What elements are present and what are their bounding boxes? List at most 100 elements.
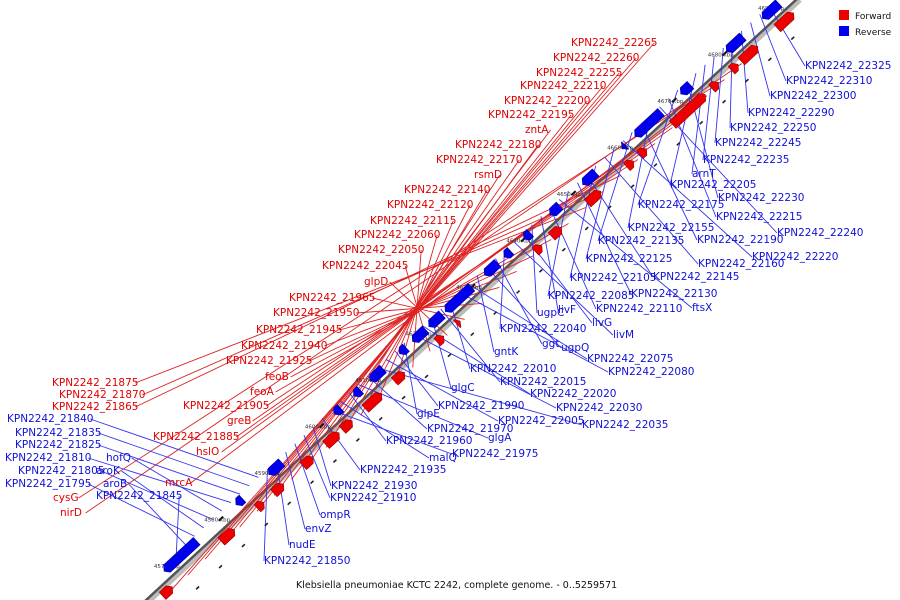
forward-gene-arrow xyxy=(322,431,340,449)
forward-gene-label: greB xyxy=(227,415,251,427)
reverse-gene-label: hofQ xyxy=(106,452,131,464)
reverse-gene-label: KPN2242_22300 xyxy=(770,90,856,102)
gene-features xyxy=(158,0,795,600)
scale-tick-label: 4600 kbp xyxy=(305,425,331,431)
reverse-gene-label: KPN2242_22310 xyxy=(786,75,872,87)
reverse-gene-arrow xyxy=(398,343,410,356)
forward-gene-arrow xyxy=(269,482,285,498)
reverse-gene-label: KPN2242_21795 xyxy=(5,478,91,490)
legend-forward-label: Forward xyxy=(855,12,891,22)
forward-gene-arrow xyxy=(453,319,462,329)
reverse-leader-line xyxy=(494,258,543,345)
minor-tick xyxy=(332,459,337,463)
reverse-leader-line xyxy=(702,56,715,161)
forward-gene-label: KPN2242_21965 xyxy=(289,292,375,304)
reverse-gene-label: KPN2242_21840 xyxy=(7,413,93,425)
reverse-leader-line xyxy=(349,392,387,442)
reverse-gene-label: KPN2242_21990 xyxy=(438,400,524,412)
reverse-leader-line xyxy=(98,444,241,495)
reverse-leader-line xyxy=(431,317,452,389)
scale-tick-label: 4670 kbp xyxy=(657,99,683,105)
minor-tick xyxy=(195,585,200,590)
reverse-leader-line xyxy=(458,291,609,373)
forward-gene-label: KPN2242_22120 xyxy=(387,199,473,211)
reverse-gene-label: KPN2242_21845 xyxy=(96,490,182,502)
reverse-leader-line xyxy=(540,216,559,311)
minor-tick xyxy=(447,353,452,358)
forward-gene-arrow xyxy=(727,63,739,75)
minor-tick xyxy=(722,99,727,104)
reverse-gene-arrow xyxy=(634,108,665,138)
minor-tick xyxy=(561,247,566,252)
forward-leader-line xyxy=(135,207,587,384)
reverse-leader-line xyxy=(659,106,778,234)
reverse-leader-line xyxy=(750,22,771,97)
reverse-gene-label: glpE xyxy=(417,408,440,420)
reverse-leader-line xyxy=(691,64,706,175)
reverse-gene-arrow xyxy=(369,364,387,383)
reverse-leader-line xyxy=(714,47,724,144)
reverse-gene-label: ompR xyxy=(320,509,351,521)
forward-leader-line xyxy=(265,159,639,407)
reverse-leader-line xyxy=(669,73,697,186)
forward-gene-label: KPN2242_22260 xyxy=(553,52,639,64)
forward-leader-line xyxy=(275,223,569,393)
reverse-gene-label: gntK xyxy=(494,346,519,358)
leader-lines xyxy=(78,5,806,592)
reverse-leader-line xyxy=(637,89,679,206)
reverse-gene-label: KPN2242_22220 xyxy=(752,251,838,263)
reverse-gene-label: KPN2242_21850 xyxy=(264,555,350,567)
reverse-leader-line xyxy=(121,470,204,529)
forward-gene-label: KPN2242_21875 xyxy=(52,377,138,389)
forward-leader-line xyxy=(221,111,691,453)
legend: Forward Reverse xyxy=(839,10,892,38)
reverse-leader-line xyxy=(759,14,787,82)
legend-reverse-swatch xyxy=(839,26,849,36)
reverse-gene-label: KPN2242_22215 xyxy=(716,211,802,223)
forward-gene-label: glpD xyxy=(364,276,388,288)
reverse-gene-arrow xyxy=(483,259,502,277)
reverse-gene-arrow xyxy=(411,325,430,343)
reverse-leader-line xyxy=(604,157,699,265)
reverse-leader-line xyxy=(303,435,331,499)
map-caption: Klebsiella pneumoniae KCTC 2242, complet… xyxy=(296,580,617,591)
minor-tick xyxy=(378,416,383,421)
forward-gene-label: hslO xyxy=(196,446,219,458)
reverse-gene-label: KPN2242_22245 xyxy=(715,137,801,149)
reverse-gene-arrow xyxy=(621,141,629,150)
reverse-leader-line xyxy=(729,39,733,129)
forward-gene-arrow xyxy=(299,455,314,470)
reverse-leader-line xyxy=(597,131,633,242)
scale-tick-label: 4650 kbp xyxy=(557,192,583,198)
forward-gene-label: rsmD xyxy=(474,169,502,181)
forward-gene-label: KPN2242_22255 xyxy=(536,67,622,79)
reverse-gene-label: KPN2242_22130 xyxy=(631,288,717,300)
minor-tick xyxy=(516,289,521,294)
reverse-gene-arrow xyxy=(725,32,747,54)
forward-gene-label: KPN2242_21945 xyxy=(256,324,342,336)
reverse-leader-line xyxy=(549,207,597,310)
scale-tick-mark xyxy=(318,422,325,429)
forward-gene-label: KPN2242_22045 xyxy=(322,260,408,272)
gene-labels: KPN2242_22265 KPN2242_22260 KPN2242_22255 K… xyxy=(5,37,891,567)
forward-gene-label: KPN2242_21865 xyxy=(52,401,138,413)
minor-tick xyxy=(424,374,429,379)
reverse-gene-label: KPN2242_22250 xyxy=(730,122,816,134)
reverse-gene-label: KPN2242_22230 xyxy=(718,192,804,204)
reverse-gene-label: glgA xyxy=(488,432,512,444)
minor-tick xyxy=(790,36,795,41)
reverse-gene-label: KPN2242_21935 xyxy=(360,464,446,476)
reverse-gene-label: KPN2242_22135 xyxy=(598,235,684,247)
forward-gene-arrow xyxy=(433,334,445,347)
reverse-gene-label: malQ xyxy=(429,452,457,464)
forward-gene-arrow xyxy=(668,93,707,129)
reverse-gene-arrow xyxy=(235,494,247,507)
scale-tick-label: 4610 kbp xyxy=(355,378,381,384)
reverse-gene-label: KPN2242_21825 xyxy=(15,439,101,451)
forward-gene-arrow xyxy=(253,500,265,513)
reverse-gene-label: ggt xyxy=(542,338,559,350)
scale-tick-label: 4640 kbp xyxy=(506,238,532,244)
forward-gene-label: KPN2242_22265 xyxy=(571,37,657,49)
reverse-leader-line xyxy=(331,409,453,455)
